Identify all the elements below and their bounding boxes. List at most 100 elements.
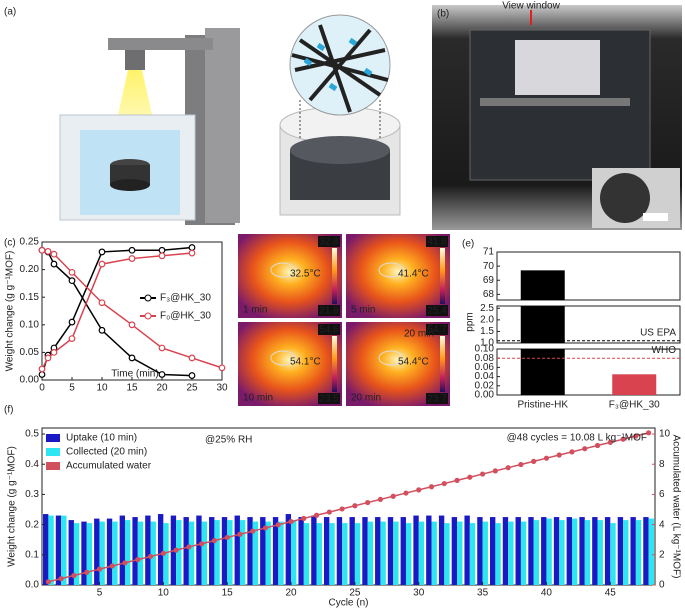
point [50,349,58,356]
point [620,436,626,442]
point [58,576,64,582]
bar [125,520,131,585]
bar [260,517,266,585]
point [158,344,166,352]
bar [469,523,476,585]
point [441,480,447,487]
point [188,372,196,379]
bar [617,517,624,585]
bar [643,517,649,585]
bar [520,270,565,300]
point [237,531,243,537]
point [416,487,422,493]
annotation: View window [502,1,560,12]
point [98,260,106,268]
x-tick-label: 45 [605,588,617,599]
point [98,326,106,334]
y-tick-label: 0.10 [20,319,40,330]
bar [495,523,501,585]
bar [48,515,54,585]
point [122,560,128,566]
bar [163,523,169,585]
y-tick-label: 69 [483,275,495,286]
point [218,364,226,372]
segment-frame [496,251,681,301]
point [128,246,136,254]
bar [553,517,560,585]
point [158,252,166,260]
point [158,371,166,378]
y-tick-label: 0.00 [20,375,40,386]
min-box [318,393,340,404]
legend-marker [144,294,152,302]
min-temp: 23.7 [427,394,447,405]
bar [227,520,233,585]
bar [405,523,412,585]
x-tick-label: 15 [126,383,138,394]
bar [559,520,565,585]
y-tick-label: 1.5 [480,326,494,337]
y-tick-label: 0.15 [20,292,40,303]
bar [201,521,207,585]
y-tick-label: 0.0 [25,580,39,591]
segment-frame [496,305,681,344]
min-temp: 25.4 [427,306,447,317]
point [186,544,192,550]
point [646,430,652,436]
point [128,255,136,262]
bar [176,520,182,585]
y-tick-label: 68 [483,289,495,300]
bar [367,521,374,585]
bar [239,520,246,585]
point [326,509,332,515]
bar [451,517,458,585]
point [518,461,524,468]
bar [490,517,496,585]
bar [387,517,394,585]
panel-label: (b) [437,9,449,20]
min-box [426,393,448,404]
bar [444,523,450,585]
y-axis-title: ppm [465,312,476,331]
colorbar [440,248,445,304]
bar [94,518,100,585]
bar [272,517,279,585]
bar [99,521,105,585]
time-label: 5 min [351,305,375,316]
point [188,244,196,251]
point [98,248,106,256]
y2-tick-label: 8 [659,459,665,470]
x-tick-label: F₃@HK_30 [609,400,660,411]
point [147,553,154,560]
point [44,354,52,362]
point [582,446,588,452]
point [301,515,307,522]
max-temp: 54.7 [427,325,447,336]
point [84,569,90,575]
bar [418,521,425,585]
bar [81,521,87,585]
bar [393,521,399,585]
bar [265,521,271,585]
bar [502,517,509,585]
point [250,528,256,534]
bar [291,520,297,585]
segment-frame [496,348,681,396]
point [50,260,58,268]
bar [157,514,164,585]
y-tick-label: 1.0 [480,338,494,349]
bar [323,517,330,585]
bar [604,517,611,585]
y-tick-label: 70 [483,261,495,272]
min-temp: 23.5 [319,394,339,405]
bar [648,518,654,585]
point [492,468,498,474]
point [479,471,486,477]
x-tick-label: 10 [96,383,108,394]
y-tick-label: 71 [483,247,495,258]
x-tick-label: 40 [541,588,553,599]
bar [520,349,565,395]
bar [234,515,240,585]
legend-label: Accumulated water [66,461,152,472]
